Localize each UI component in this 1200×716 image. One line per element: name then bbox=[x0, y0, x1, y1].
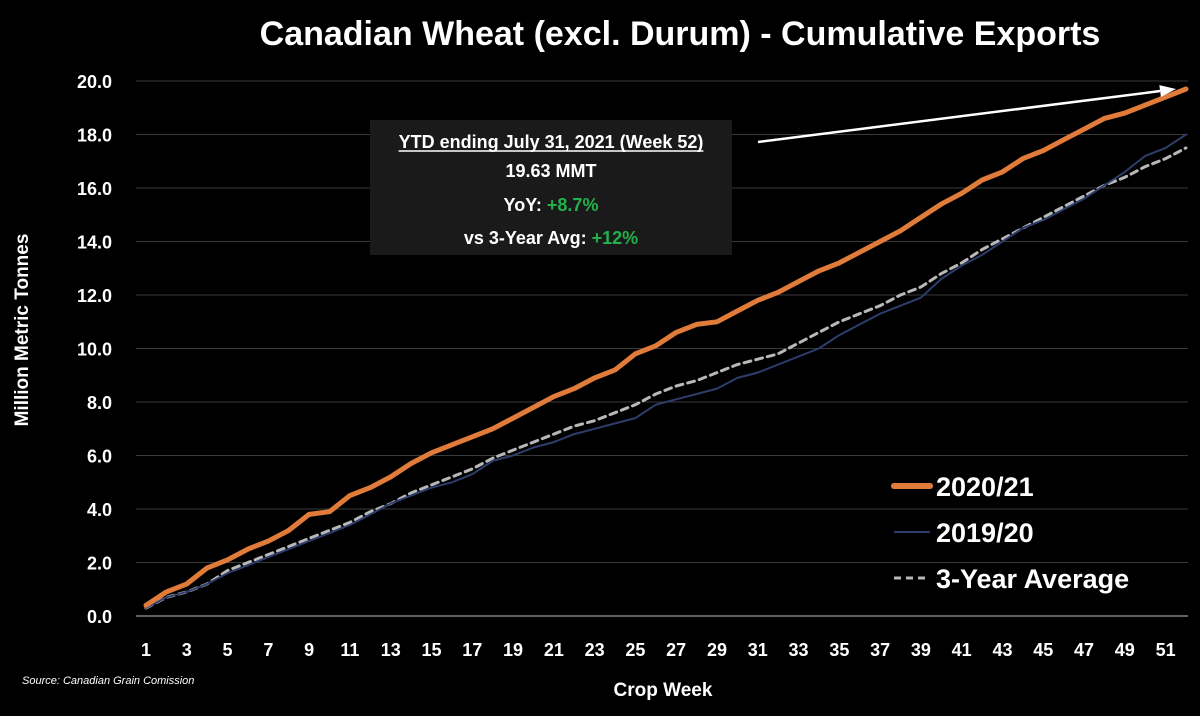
x-tick-label: 37 bbox=[870, 640, 890, 660]
x-tick-label: 31 bbox=[748, 640, 768, 660]
annotation-avg-value: +12% bbox=[592, 228, 639, 248]
annotation: YTD ending July 31, 2021 (Week 52) 19.63… bbox=[398, 85, 1176, 248]
x-tick-label: 17 bbox=[462, 640, 482, 660]
x-axis-ticks: 1 3 5 7 9 11 13 15 17 19 21 23 25 27 29 31 33 35 37 39 41 43 4… bbox=[141, 640, 1176, 660]
x-tick-label: 15 bbox=[421, 640, 441, 660]
x-tick-label: 39 bbox=[911, 640, 931, 660]
x-tick-label: 49 bbox=[1115, 640, 1135, 660]
annotation-yoy: YoY: +8.7% bbox=[504, 195, 599, 215]
annotation-heading: YTD ending July 31, 2021 (Week 52) bbox=[399, 132, 704, 152]
annotation-box bbox=[370, 120, 732, 255]
chart-title: Canadian Wheat (excl. Durum) - Cumulativ… bbox=[260, 15, 1101, 53]
series-lines bbox=[143, 86, 1189, 610]
y-tick-label: 18.0 bbox=[77, 126, 112, 146]
x-tick-label: 51 bbox=[1156, 640, 1176, 660]
y-tick-label: 14.0 bbox=[77, 233, 112, 253]
x-tick-label: 1 bbox=[141, 640, 151, 660]
legend-item-2019-20: 2019/20 bbox=[894, 518, 1034, 548]
y-tick-label: 6.0 bbox=[87, 447, 112, 467]
x-tick-label: 5 bbox=[223, 640, 233, 660]
source-note: Source: Canadian Grain Comission bbox=[22, 675, 194, 687]
x-tick-label: 21 bbox=[544, 640, 564, 660]
legend-label-2019-20: 2019/20 bbox=[936, 518, 1034, 548]
annotation-avg-label: vs 3-Year Avg: bbox=[464, 228, 587, 248]
annotation-avg: vs 3-Year Avg: +12% bbox=[464, 228, 638, 248]
x-tick-label: 9 bbox=[304, 640, 314, 660]
x-tick-label: 27 bbox=[666, 640, 686, 660]
x-tick-label: 33 bbox=[789, 640, 809, 660]
x-tick-label: 7 bbox=[263, 640, 273, 660]
y-tick-label: 8.0 bbox=[87, 393, 112, 413]
annotation-yoy-value: +8.7% bbox=[547, 195, 599, 215]
x-tick-label: 45 bbox=[1033, 640, 1053, 660]
x-tick-label: 47 bbox=[1074, 640, 1094, 660]
y-tick-label: 20.0 bbox=[77, 72, 112, 92]
y-axis-ticks: 0.0 2.0 4.0 6.0 8.0 10.0 12.0 14.0 16.0 18.0 20.0 bbox=[77, 72, 112, 627]
x-tick-label: 23 bbox=[585, 640, 605, 660]
legend-label-2020-21: 2020/21 bbox=[936, 472, 1034, 502]
annotation-yoy-label: YoY: bbox=[504, 195, 542, 215]
y-tick-label: 2.0 bbox=[87, 554, 112, 574]
x-tick-label: 25 bbox=[625, 640, 645, 660]
y-tick-label: 16.0 bbox=[77, 179, 112, 199]
legend-label-3yr-avg: 3-Year Average bbox=[936, 564, 1129, 594]
annotation-arrow bbox=[757, 89, 1161, 144]
annotation-total: 19.63 MMT bbox=[505, 161, 596, 181]
y-tick-label: 0.0 bbox=[87, 607, 112, 627]
x-tick-label: 13 bbox=[381, 640, 401, 660]
y-tick-label: 12.0 bbox=[77, 286, 112, 306]
series-line-3-year-average bbox=[144, 146, 1188, 610]
x-tick-label: 11 bbox=[340, 640, 359, 660]
y-axis-label: Million Metric Tonnes bbox=[12, 234, 33, 427]
y-tick-label: 10.0 bbox=[77, 340, 112, 360]
x-tick-label: 29 bbox=[707, 640, 727, 660]
x-tick-label: 43 bbox=[992, 640, 1012, 660]
x-tick-label: 41 bbox=[952, 640, 972, 660]
annotation-arrowhead bbox=[1159, 85, 1176, 97]
series-line-2019-20 bbox=[145, 133, 1187, 609]
x-tick-label: 3 bbox=[182, 640, 192, 660]
legend-item-3yr-avg: 3-Year Average bbox=[894, 564, 1129, 594]
series-line-2020-21 bbox=[143, 86, 1189, 608]
y-tick-label: 4.0 bbox=[87, 500, 112, 520]
x-tick-label: 19 bbox=[503, 640, 523, 660]
legend-item-2020-21: 2020/21 bbox=[891, 472, 1034, 502]
x-axis-label: Crop Week bbox=[614, 680, 713, 701]
legend: 2020/21 2019/20 3-Year Average bbox=[891, 472, 1129, 594]
x-tick-label: 35 bbox=[829, 640, 849, 660]
